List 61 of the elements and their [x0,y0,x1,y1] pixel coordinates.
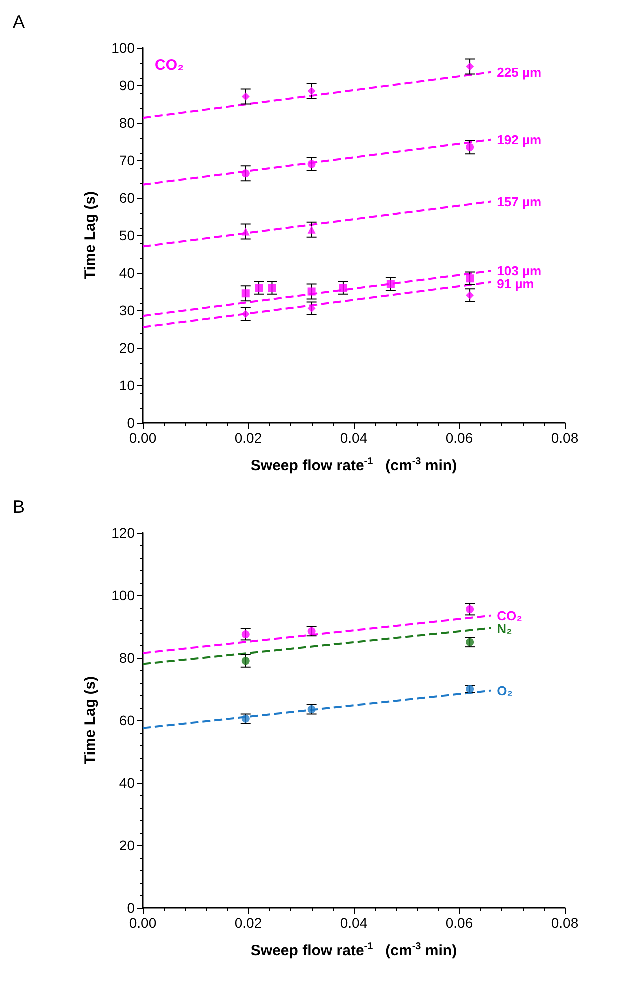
series-label: 192 µm [497,132,542,148]
point [242,228,250,236]
y-tick-label: 40 [119,775,136,791]
point [242,170,250,178]
point [339,284,348,292]
x-tick-label: 0.06 [446,915,474,931]
point [242,630,250,639]
y-tick-label: 20 [119,340,136,356]
point [308,304,316,313]
series-label: O₂ [497,683,514,698]
chart-title: B [13,497,26,517]
y-tick-label: 0 [127,415,136,431]
y-tick-label: 70 [119,152,136,168]
point [308,288,316,296]
y-tick-label: 100 [112,588,136,604]
x-tick-label: 0.08 [551,915,579,931]
point [242,92,250,101]
y-tick-label: 80 [119,650,136,666]
y-tick-label: 90 [119,78,136,94]
y-tick-label: 30 [119,302,136,318]
y-tick-label: 20 [119,838,136,854]
series-label: N₂ [497,621,513,636]
annotation: CO₂ [155,57,184,74]
point [308,226,316,234]
y-tick-label: 120 [112,525,136,541]
y-tick-label: 40 [119,265,136,281]
x-tick-label: 0.06 [446,430,474,446]
series-label: CO₂ [497,608,523,624]
point [466,292,474,300]
point [466,143,474,152]
point [386,280,395,288]
y-tick-label: 100 [112,40,136,56]
x-tick-label: 0.08 [551,430,579,446]
point [308,87,316,96]
point [308,160,316,168]
y-tick-label: 60 [119,190,136,206]
point [242,290,250,298]
point [466,606,474,614]
y-tick-label: 80 [119,115,136,131]
chart-title: A [13,12,26,32]
point [242,657,250,666]
y-tick-label: 60 [119,712,136,728]
point [255,284,264,292]
y-tick-label: 0 [127,900,136,916]
point [268,284,276,292]
point [466,62,474,71]
y-axis-title: Time Lag (s) [82,191,99,280]
series-label: 157 µm [497,194,542,210]
x-tick-label: 0.00 [129,915,157,931]
x-tick-label: 0.04 [340,430,368,446]
series-label: 103 µm [497,264,542,279]
y-axis-title: Time Lag (s) [82,676,99,765]
series-label: 225 µm [497,64,542,80]
x-tick-label: 0.00 [129,430,157,446]
point [466,274,474,283]
y-tick-label: 50 [119,228,136,244]
y-tick-label: 10 [119,378,136,394]
x-tick-label: 0.02 [234,915,262,931]
x-tick-label: 0.04 [340,915,368,931]
x-tick-label: 0.02 [234,430,262,446]
point [242,310,250,318]
